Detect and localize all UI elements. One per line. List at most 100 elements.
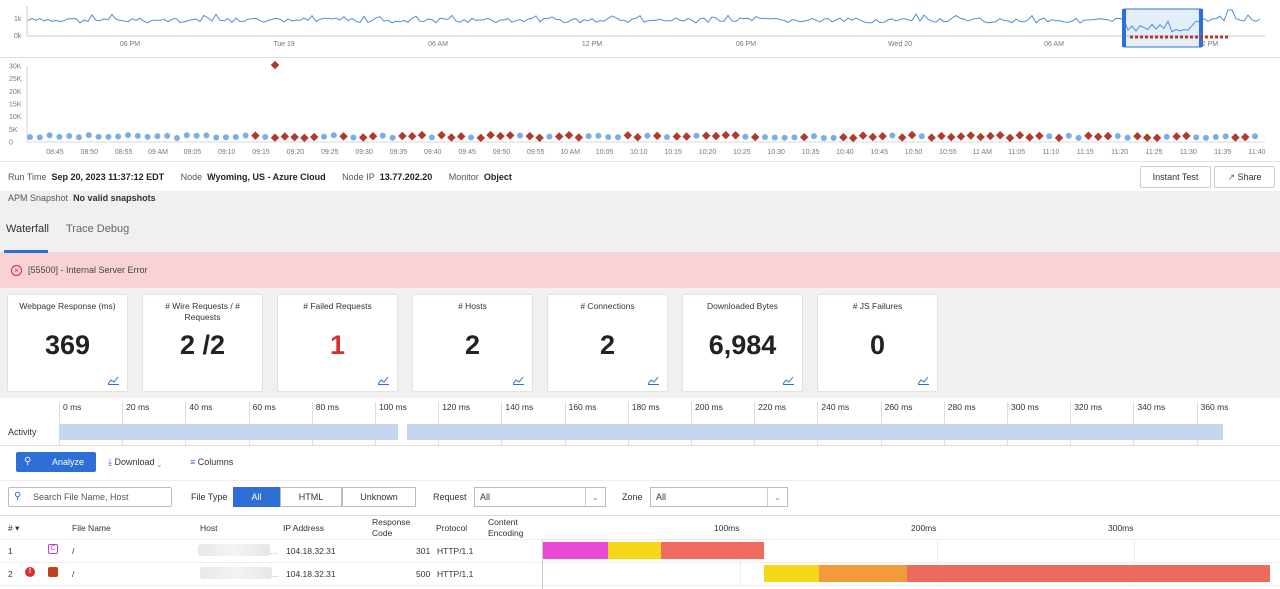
row-file-name[interactable]: / <box>72 546 75 556</box>
scatter-error-point[interactable] <box>1084 131 1093 141</box>
column-header-host[interactable]: Host <box>200 523 218 533</box>
share-button[interactable]: ↗ Share <box>1214 166 1275 188</box>
scatter-success-point[interactable] <box>144 133 151 140</box>
scatter-error-point[interactable] <box>368 132 378 141</box>
scatter-success-point[interactable] <box>105 133 112 140</box>
scatter-success-point[interactable] <box>27 134 33 141</box>
scatter-success-point[interactable] <box>36 134 43 141</box>
scatter-success-point[interactable] <box>1252 133 1258 140</box>
scatter-error-point[interactable] <box>682 132 691 141</box>
scatter-error-point[interactable] <box>1133 131 1142 141</box>
scatter-success-point[interactable] <box>1212 134 1219 141</box>
response-scatter-chart[interactable]: 30K 25K 20K 15K 10K 5K 0 08:45 08:50 08:55 09 AM 0… <box>0 58 1280 162</box>
scatter-error-point[interactable] <box>868 132 878 142</box>
scatter-error-point[interactable] <box>535 133 544 143</box>
scatter-error-point[interactable] <box>1054 133 1064 143</box>
scatter-error-point[interactable] <box>927 133 936 142</box>
trend-chart-icon[interactable] <box>783 375 794 385</box>
waterfall-phase-bar[interactable] <box>661 542 764 559</box>
scatter-error-point[interactable] <box>554 132 564 141</box>
row-file-name[interactable]: / <box>72 569 75 579</box>
scatter-success-point[interactable] <box>183 132 190 139</box>
scatter-success-point[interactable] <box>781 134 788 141</box>
scatter-error-point[interactable] <box>280 132 290 141</box>
scatter-error-point[interactable] <box>907 130 917 140</box>
scatter-error-point[interactable] <box>564 131 574 140</box>
waterfall-phase-bar[interactable] <box>818 565 908 582</box>
scatter-success-point[interactable] <box>615 134 621 141</box>
scatter-error-point[interactable] <box>525 131 535 141</box>
scatter-error-point[interactable] <box>858 131 868 140</box>
scatter-success-point[interactable] <box>1193 134 1200 141</box>
scatter-success-point[interactable] <box>174 134 180 141</box>
scatter-error-point[interactable] <box>848 133 858 143</box>
instant-test-button[interactable]: Instant Test <box>1140 166 1211 188</box>
scatter-error-point[interactable] <box>1103 131 1113 141</box>
scatter-success-point[interactable] <box>321 133 327 140</box>
scatter-error-point[interactable] <box>946 132 956 142</box>
column-header-response-code[interactable]: Response Code <box>372 517 411 538</box>
scatter-error-point[interactable] <box>1025 133 1034 142</box>
scatter-error-point[interactable] <box>937 131 946 141</box>
scatter-success-point[interactable] <box>193 132 200 139</box>
scatter-error-point[interactable] <box>995 131 1005 140</box>
scatter-error-point[interactable] <box>398 131 407 141</box>
scatter-success-point[interactable] <box>918 133 925 140</box>
column-header-protocol[interactable]: Protocol <box>436 523 468 533</box>
waterfall-phase-bar[interactable] <box>543 542 608 559</box>
trend-chart-icon[interactable] <box>108 375 119 385</box>
request-select[interactable]: All ⌄ <box>474 487 606 507</box>
scatter-error-point[interactable] <box>1152 133 1162 143</box>
scatter-success-point[interactable] <box>664 134 670 141</box>
column-header-num[interactable]: # ▾ <box>8 523 20 533</box>
scatter-success-point[interactable] <box>791 134 798 141</box>
columns-button[interactable]: ≡ Columns <box>190 457 233 467</box>
scatter-success-point[interactable] <box>164 132 171 139</box>
scatter-success-point[interactable] <box>830 134 837 141</box>
trend-chart-icon[interactable] <box>378 375 389 385</box>
column-header-file-name[interactable]: File Name <box>72 523 111 533</box>
scatter-success-point[interactable] <box>1065 132 1072 139</box>
scatter-error-point[interactable] <box>1142 133 1152 142</box>
scatter-success-point[interactable] <box>66 133 73 140</box>
scatter-success-point[interactable] <box>742 133 749 140</box>
scatter-error-point[interactable] <box>1005 133 1015 143</box>
scatter-error-point[interactable] <box>270 133 280 142</box>
scatter-success-point[interactable] <box>1114 133 1121 140</box>
trend-chart-icon[interactable] <box>648 375 659 385</box>
scatter-error-point[interactable] <box>358 133 368 142</box>
scatter-error-point[interactable] <box>456 132 466 141</box>
scatter-error-point[interactable] <box>447 133 456 142</box>
scatter-success-point[interactable] <box>1163 133 1170 140</box>
scatter-error-point[interactable] <box>574 133 584 142</box>
scatter-error-point[interactable] <box>897 133 907 142</box>
scatter-error-point[interactable] <box>672 132 682 141</box>
scatter-success-point[interactable] <box>76 134 82 141</box>
file-type-unknown[interactable]: Unknown <box>342 487 416 507</box>
scatter-success-point[interactable] <box>1203 134 1209 141</box>
scatter-error-point[interactable] <box>878 132 887 141</box>
scatter-success-point[interactable] <box>85 132 92 139</box>
scatter-success-point[interactable] <box>46 132 53 139</box>
scatter-success-point[interactable] <box>517 132 523 139</box>
scatter-error-point[interactable] <box>1172 132 1181 141</box>
scatter-error-point[interactable] <box>652 131 662 141</box>
search-input[interactable]: ⚲ Search File Name, Host <box>8 487 172 507</box>
scatter-error-point[interactable] <box>1182 131 1191 141</box>
scatter-error-point[interactable] <box>623 131 633 140</box>
scatter-error-point[interactable] <box>1240 132 1250 142</box>
scatter-success-point[interactable] <box>154 133 161 140</box>
waterfall-phase-bar[interactable] <box>907 565 1270 582</box>
scatter-success-point[interactable] <box>262 134 269 141</box>
scatter-error-point[interactable] <box>339 132 348 141</box>
file-type-html[interactable]: HTML <box>280 487 342 507</box>
scatter-success-point[interactable] <box>820 134 827 141</box>
scatter-success-point[interactable] <box>134 132 141 139</box>
scatter-success-point[interactable] <box>389 134 396 141</box>
scatter-success-point[interactable] <box>644 132 651 139</box>
activity-bar[interactable] <box>406 424 1224 440</box>
scatter-success-point[interactable] <box>330 132 337 139</box>
selection-left-handle[interactable] <box>1122 9 1126 47</box>
tab-waterfall[interactable]: Waterfall <box>6 223 49 235</box>
scatter-success-point[interactable] <box>242 132 249 139</box>
